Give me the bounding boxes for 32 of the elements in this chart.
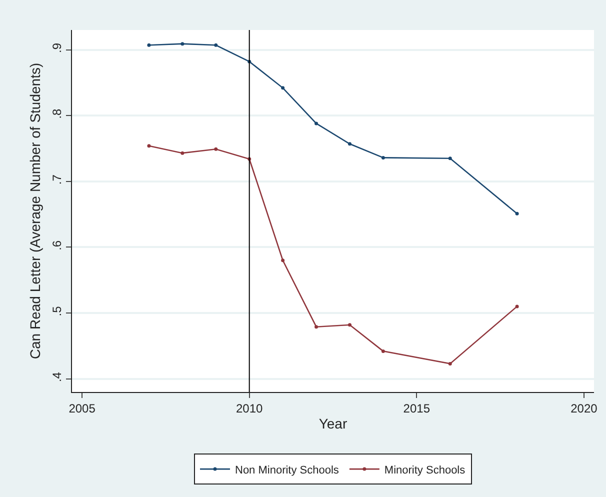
point	[448, 362, 452, 366]
y-tick-label: .6	[50, 240, 64, 250]
y-tick-label: .9	[50, 42, 64, 53]
x-tick-label: 2005	[68, 401, 96, 416]
y-tick-label: .8	[50, 108, 64, 119]
legend-label: Minority Schools	[384, 464, 466, 476]
point	[147, 144, 151, 148]
point	[515, 212, 519, 216]
x-tick-label: 2020	[570, 401, 598, 416]
point	[348, 323, 352, 327]
legend-label: Non Minority Schools	[235, 464, 340, 476]
x-tick-label: 2015	[403, 401, 430, 416]
point	[214, 147, 218, 151]
point	[381, 156, 385, 160]
x-tick-label: 2010	[236, 401, 264, 416]
point	[147, 43, 151, 47]
y-axis-title: Can Read Letter (Average Number of Students)	[26, 62, 43, 360]
point	[448, 156, 452, 160]
x-axis-title: Year	[318, 416, 348, 432]
point	[348, 142, 352, 146]
point	[314, 325, 318, 329]
point	[515, 304, 519, 308]
point	[281, 86, 285, 90]
point	[281, 258, 285, 262]
y-tick-label: .7	[50, 174, 64, 185]
point	[314, 122, 318, 126]
y-tick-label: .4	[50, 372, 64, 382]
point	[180, 42, 184, 46]
point	[180, 151, 184, 155]
point	[214, 43, 218, 47]
y-tick-label: .5	[50, 306, 64, 316]
point	[381, 349, 385, 353]
